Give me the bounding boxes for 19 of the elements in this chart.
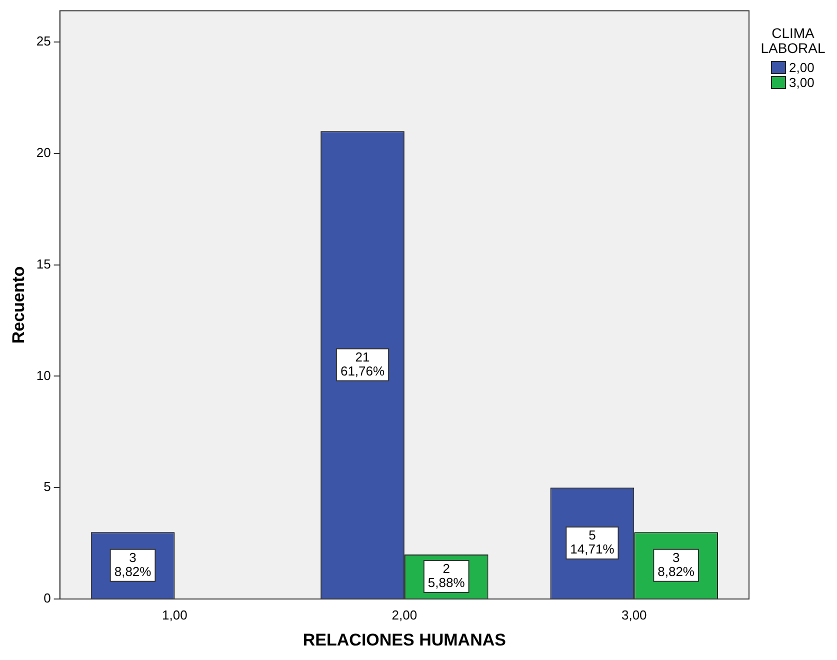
y-tick-label: 5 bbox=[44, 479, 51, 494]
data-label: 2 5,88% bbox=[428, 561, 466, 590]
x-tick-label: 2,00 bbox=[392, 607, 418, 622]
data-label: 5 14,71% bbox=[570, 528, 615, 557]
x-tick-label: 1,00 bbox=[162, 607, 188, 622]
y-tick-label: 25 bbox=[36, 34, 51, 49]
legend-label: 3,00 bbox=[789, 75, 814, 90]
x-axis-title: RELACIONES HUMANAS bbox=[302, 630, 506, 650]
y-tick-label: 0 bbox=[44, 590, 51, 606]
data-label: 3 8,82% bbox=[658, 550, 695, 579]
y-tick-label: 10 bbox=[36, 368, 51, 383]
y-axis-title: Recuento bbox=[8, 266, 28, 344]
data-label: 21 61,76% bbox=[340, 349, 385, 378]
y-tick-label: 15 bbox=[36, 256, 51, 272]
legend-label: 2,00 bbox=[789, 60, 814, 75]
legend-title: CLIMA LABORAL bbox=[760, 25, 826, 56]
x-tick-label: 3,00 bbox=[621, 607, 647, 622]
y-tick-label: 20 bbox=[36, 144, 51, 160]
data-label: 3 8,82% bbox=[114, 550, 152, 579]
